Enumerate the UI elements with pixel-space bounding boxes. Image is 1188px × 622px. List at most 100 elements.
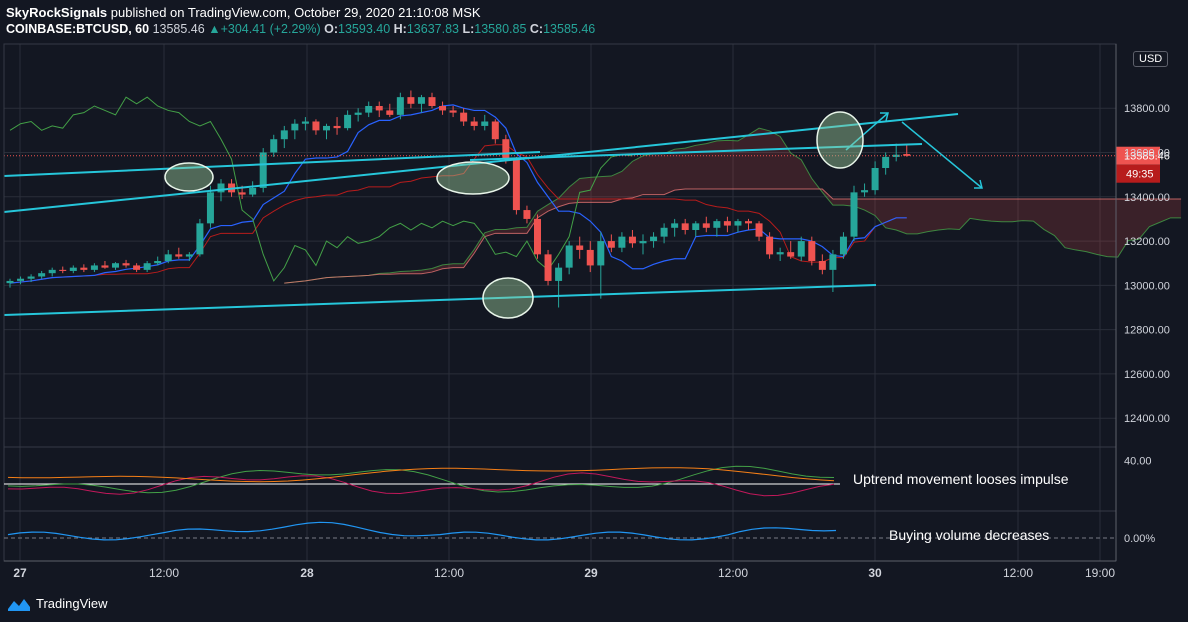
author-name[interactable]: SkyRockSignals <box>6 5 108 20</box>
y-tick-label: 13000.00 <box>1124 280 1170 292</box>
candle-body <box>523 210 531 219</box>
candle-body <box>639 241 647 244</box>
close-label: C: <box>529 22 544 36</box>
candle-body <box>713 221 721 228</box>
candle-body <box>259 152 267 188</box>
candle-body <box>723 221 731 226</box>
candle-body <box>776 252 784 255</box>
candle-body <box>59 269 67 271</box>
plus-di-line <box>7 465 835 494</box>
change-value: +304.41 (+2.29%) <box>220 22 321 36</box>
candle-body <box>692 223 700 230</box>
candle-body <box>544 254 552 281</box>
candle-body <box>428 97 436 106</box>
candle-body <box>797 241 805 257</box>
candle-body <box>375 106 383 111</box>
candle-body <box>217 183 225 193</box>
candle-body <box>249 187 257 195</box>
low-label: L: <box>462 22 475 36</box>
tradingview-logo-icon <box>8 598 30 611</box>
kijun-line <box>9 144 907 284</box>
candle-body <box>238 192 246 195</box>
candle-body <box>48 269 56 274</box>
countdown-text: 49:35 <box>1126 169 1154 181</box>
candle-body <box>133 265 141 270</box>
candle-body <box>628 236 636 244</box>
currency-badge[interactable]: USD <box>1133 51 1169 67</box>
publish-info: SkyRockSignals published on TradingView.… <box>6 5 481 20</box>
candle-body <box>660 227 668 237</box>
candle-body <box>861 190 869 193</box>
candle-body <box>850 192 858 237</box>
volume-annotation: Buying volume decreases <box>889 527 1050 543</box>
candle-body <box>903 154 911 156</box>
x-tick-label: 12:00 <box>149 566 179 580</box>
price-tag-box <box>1116 146 1160 165</box>
adx-line <box>7 467 835 483</box>
y-tick-label: 13400.00 <box>1124 192 1170 204</box>
candle-body <box>80 267 88 270</box>
price-tag-text: 13585.46 <box>1124 151 1170 163</box>
x-tick-label: 29 <box>584 566 598 580</box>
candle-body <box>301 121 309 124</box>
y-tick-label: 13200.00 <box>1124 236 1170 248</box>
countdown-box <box>1116 164 1160 183</box>
candle-body <box>196 223 204 255</box>
x-tick-label: 27 <box>13 566 27 580</box>
kumo-cloud <box>284 128 1182 284</box>
last-price: 13585.46 <box>152 22 205 36</box>
minus-di-line <box>7 472 835 497</box>
symbol-label: COINBASE:BTCUSD, 60 <box>6 22 150 36</box>
candle-body <box>565 245 573 268</box>
low-value: 13580.85 <box>474 22 527 36</box>
candle-body <box>333 125 341 129</box>
candle-body <box>766 236 774 255</box>
candle-body <box>6 280 14 284</box>
candle-body <box>112 263 119 268</box>
candle-body <box>396 97 404 115</box>
candle-body <box>101 265 109 268</box>
candle-body <box>607 241 615 248</box>
candle-body <box>27 276 35 279</box>
candle-body <box>745 221 752 224</box>
candle-body <box>143 263 151 270</box>
tradingview-logo[interactable]: TradingView <box>8 596 108 611</box>
oscillator-pane: 40.00 <box>4 455 1152 497</box>
candle-body <box>481 121 489 126</box>
candle-body <box>365 106 373 113</box>
highlight-ellipse <box>164 162 214 192</box>
candle-body <box>154 261 162 264</box>
candle-body <box>90 265 98 270</box>
trendline <box>3 284 877 316</box>
candle-body <box>755 223 763 237</box>
candle-body <box>871 168 879 191</box>
y-tick-label: 12800.00 <box>1124 325 1170 337</box>
candle-body <box>407 97 415 104</box>
candle-body <box>460 112 468 122</box>
x-tick-label: 28 <box>300 566 314 580</box>
change-up-icon: ▲ <box>208 22 221 36</box>
candle-body <box>439 106 447 111</box>
candle-body <box>38 273 46 277</box>
candle-body <box>787 252 795 257</box>
candle-body <box>270 139 278 153</box>
volume-oscillator-line <box>7 521 837 541</box>
candle-body <box>164 254 172 261</box>
candle-body <box>502 139 510 160</box>
candle-body <box>417 97 425 104</box>
candle-body <box>555 267 563 281</box>
x-tick-label: 12:00 <box>1003 566 1033 580</box>
y-tick-label: 12600.00 <box>1124 369 1170 381</box>
candle-body <box>671 223 679 228</box>
candle-body <box>323 125 330 131</box>
trendline <box>3 151 541 177</box>
highlight-ellipse <box>482 277 534 319</box>
candle-body <box>491 121 499 140</box>
tenkan-line <box>9 104 907 284</box>
brand-name: TradingView <box>36 596 108 611</box>
forecast-arrow-down <box>901 121 983 189</box>
open-value: 13593.40 <box>338 22 391 36</box>
high-label: H: <box>393 22 407 36</box>
candle-body <box>449 110 457 113</box>
